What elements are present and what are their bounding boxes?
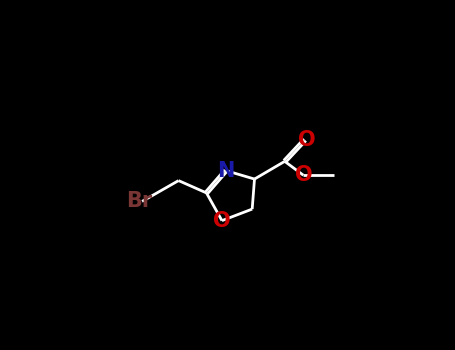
Text: Br: Br bbox=[126, 191, 152, 211]
Text: O: O bbox=[295, 165, 313, 185]
Text: N: N bbox=[217, 161, 234, 181]
Text: O: O bbox=[213, 211, 231, 231]
Text: O: O bbox=[298, 130, 315, 150]
